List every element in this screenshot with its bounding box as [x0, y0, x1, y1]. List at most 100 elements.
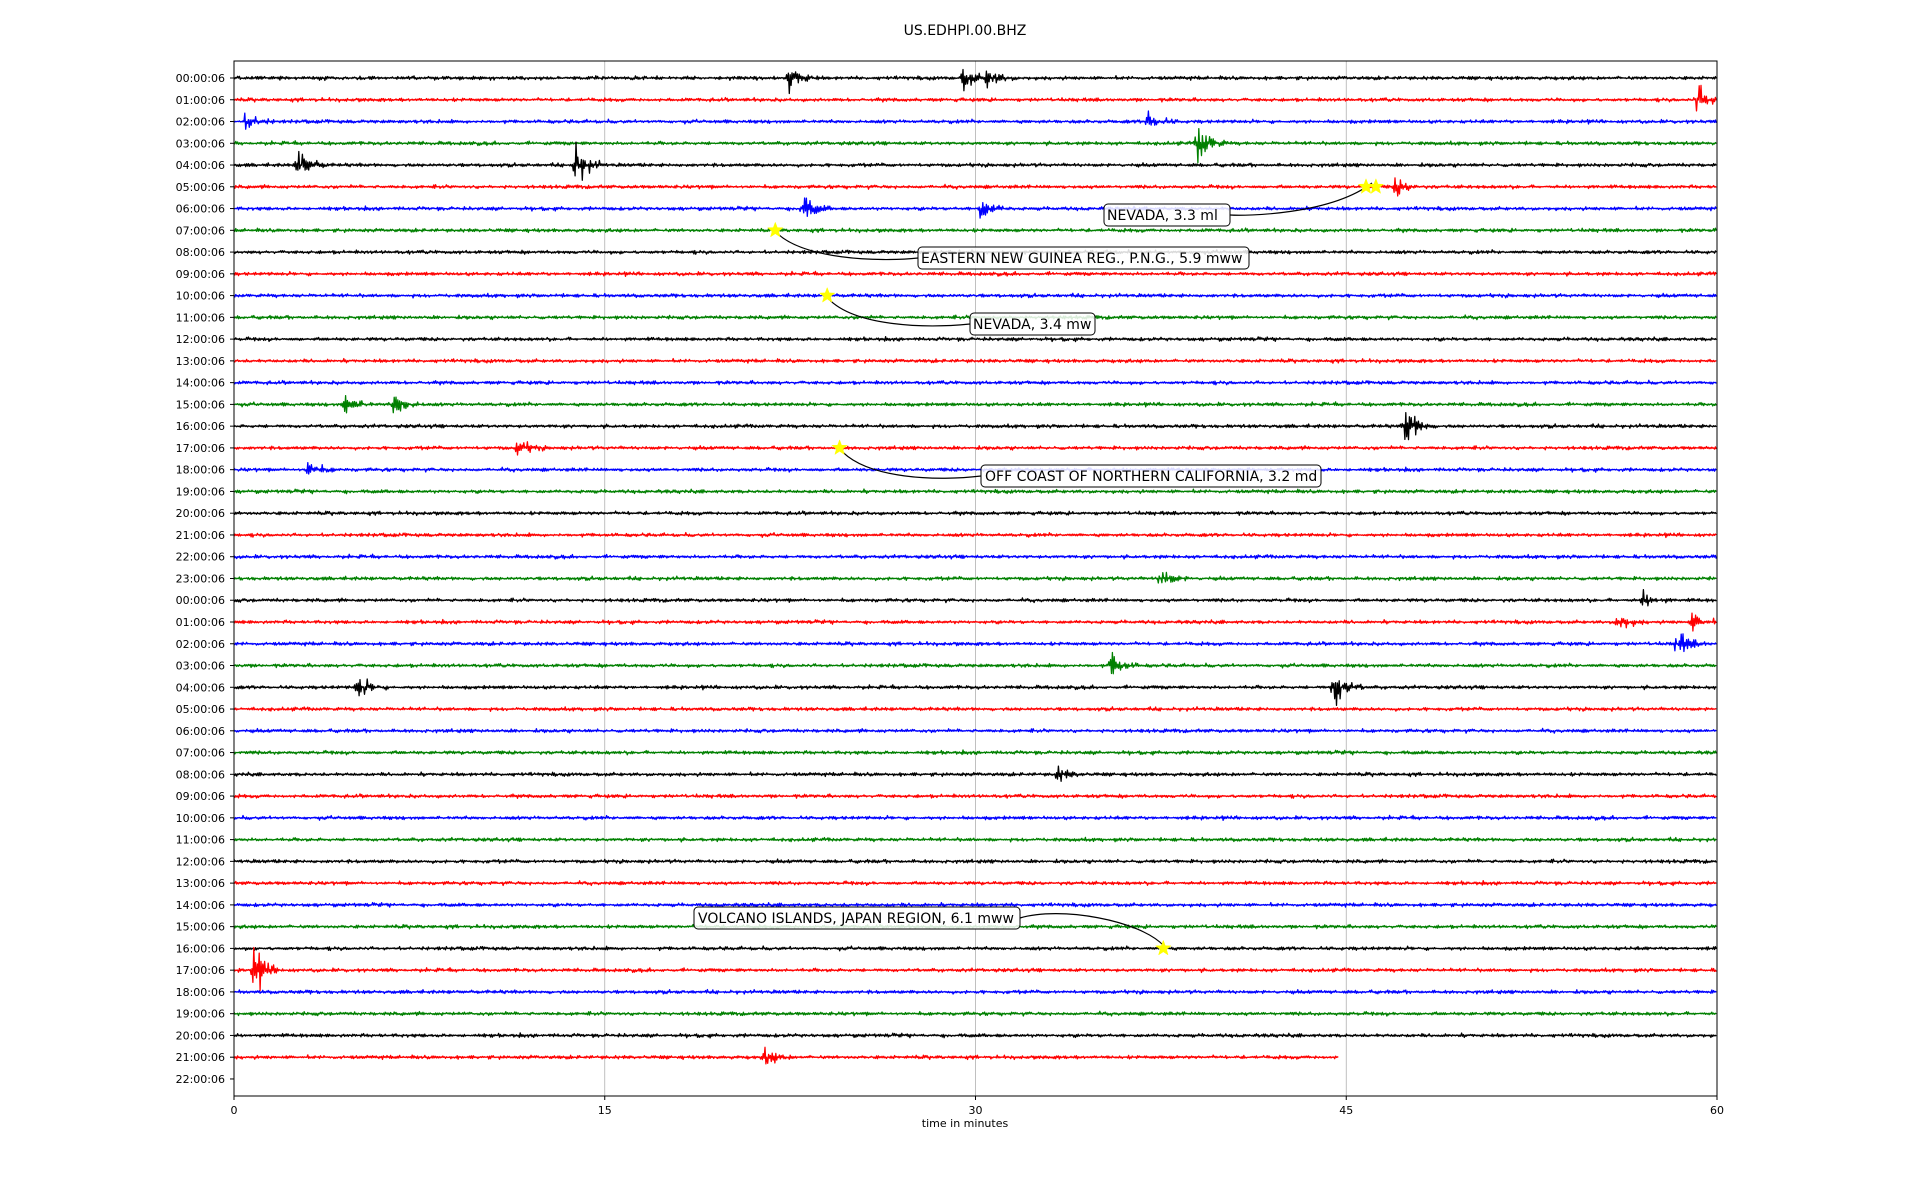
- y-tick-label: 19:00:06: [176, 485, 225, 498]
- y-tick-label: 02:00:06: [176, 116, 225, 129]
- trace-line-31: [233, 749, 1717, 756]
- y-tick-label: 14:00:06: [176, 377, 225, 390]
- trace-line-43: [233, 1010, 1717, 1017]
- trace-line-25: [233, 612, 1717, 632]
- annotation-label: NEVADA, 3.3 ml: [1107, 208, 1218, 224]
- annotation-connector: [825, 295, 971, 327]
- trace-line-0: [233, 68, 1717, 95]
- y-tick-label: 17:00:06: [176, 964, 225, 977]
- trace-line-38: [233, 901, 1717, 908]
- trace-line-3: [233, 128, 1717, 164]
- trace-line-23: [233, 571, 1717, 584]
- event-star-marker: [818, 286, 836, 303]
- trace-line-13: [233, 357, 1717, 364]
- event-star-marker: [1367, 178, 1385, 194]
- annotation-box: [917, 246, 1250, 270]
- y-tick-label: 04:00:06: [176, 159, 225, 172]
- trace-line-17: [233, 441, 1717, 456]
- y-tick-label: 16:00:06: [176, 942, 225, 955]
- y-tick-label: 20:00:06: [176, 1029, 225, 1042]
- trace-line-18: [233, 462, 1717, 475]
- y-tick-label: 22:00:06: [176, 551, 225, 564]
- y-tick-label: 03:00:06: [176, 137, 225, 150]
- event-star-marker: [831, 439, 848, 455]
- trace-line-42: [233, 988, 1717, 995]
- y-tick-label: 06:00:06: [176, 725, 225, 738]
- annotation-label: EASTERN NEW GUINEA REG., P.N.G., 5.9 mww: [921, 251, 1242, 267]
- event-annotation: EASTERN NEW GUINEA REG., P.N.G., 5.9 mww: [767, 221, 1250, 270]
- y-tick-label: 02:00:06: [176, 638, 225, 651]
- chart-title: US.EDHPI.00.BHZ: [904, 23, 1027, 39]
- y-tick-label: 12:00:06: [176, 855, 225, 868]
- y-tick-label: 00:00:06: [176, 72, 225, 85]
- trace-line-29: [233, 706, 1717, 712]
- y-tick-label: 18:00:06: [176, 464, 225, 477]
- annotation-label: NEVADA, 3.4 mw: [973, 317, 1091, 333]
- y-tick-label: 15:00:06: [176, 398, 225, 411]
- annotation-label: VOLCANO ISLANDS, JAPAN REGION, 6.1 mww: [698, 911, 1014, 927]
- y-tick-label: 07:00:06: [176, 224, 225, 237]
- y-tick-label: 18:00:06: [176, 986, 225, 999]
- annotation-connector: [838, 447, 982, 479]
- y-tick-label: 05:00:06: [176, 703, 225, 716]
- y-tick-label: 08:00:06: [176, 768, 225, 781]
- y-tick-label: 12:00:06: [176, 333, 225, 346]
- y-tick-label: 17:00:06: [176, 442, 225, 455]
- trace-line-20: [233, 510, 1717, 517]
- trace-line-1: [233, 84, 1717, 112]
- event-star-marker: [767, 221, 784, 238]
- x-tick-labels: 0 15 30 45 60: [231, 1096, 1724, 1117]
- trace-line-4: [233, 141, 1717, 181]
- x-tick-label: 60: [1710, 1104, 1724, 1117]
- trace-line-32: [233, 765, 1717, 782]
- annotation-box: [969, 312, 1096, 336]
- annotation-connector: [1229, 182, 1373, 216]
- y-tick-label: 16:00:06: [176, 420, 225, 433]
- y-tick-label: 09:00:06: [176, 268, 225, 281]
- annotation-connector: [1019, 913, 1165, 947]
- event-annotation: OFF COAST OF NORTHERN CALIFORNIA, 3.2 md: [831, 439, 1322, 488]
- trace-line-40: [233, 945, 1717, 952]
- trace-line-21: [233, 531, 1717, 539]
- trace-line-19: [233, 488, 1717, 495]
- trace-line-30: [233, 727, 1717, 734]
- trace-line-41: [233, 946, 1717, 992]
- y-tick-label: 05:00:06: [176, 181, 225, 194]
- x-axis-label: time in minutes: [922, 1117, 1009, 1130]
- annotation-label: OFF COAST OF NORTHERN CALIFORNIA, 3.2 md: [985, 469, 1317, 485]
- trace-line-10: [233, 292, 1717, 299]
- trace-line-36: [233, 858, 1717, 865]
- x-tick-label: 0: [231, 1104, 238, 1117]
- trace-line-27: [233, 651, 1717, 675]
- y-tick-label: 10:00:06: [176, 812, 225, 825]
- trace-line-2: [233, 110, 1717, 130]
- y-tick-label: 20:00:06: [176, 507, 225, 520]
- annotation-box: [693, 906, 1021, 930]
- y-tick-label: 19:00:06: [176, 1008, 225, 1021]
- x-tick-label: 45: [1339, 1104, 1353, 1117]
- trace-line-5: [233, 177, 1717, 197]
- y-tick-label: 09:00:06: [176, 790, 225, 803]
- trace-line-7: [233, 227, 1717, 234]
- y-tick-label: 22:00:06: [176, 1073, 225, 1086]
- y-tick-label: 11:00:06: [176, 311, 225, 324]
- y-tick-label: 08:00:06: [176, 246, 225, 259]
- y-tick-label: 13:00:06: [176, 355, 225, 368]
- event-annotation: NEVADA, 3.3 ml: [1103, 178, 1385, 227]
- y-tick-label: 21:00:06: [176, 1051, 225, 1064]
- trace-line-28: [233, 678, 1717, 707]
- y-tick-label: 10:00:06: [176, 290, 225, 303]
- trace-line-26: [233, 633, 1717, 653]
- trace-line-35: [233, 836, 1717, 843]
- trace-line-14: [233, 379, 1717, 386]
- y-tick-label: 01:00:06: [176, 616, 225, 629]
- trace-line-12: [233, 335, 1717, 343]
- y-tick-label: 06:00:06: [176, 203, 225, 216]
- x-tick-label: 30: [969, 1104, 983, 1117]
- event-star-marker: [1155, 939, 1172, 956]
- trace-lines: [233, 68, 1717, 1065]
- trace-line-24: [233, 588, 1717, 607]
- event-annotation: NEVADA, 3.4 mw: [818, 286, 1096, 336]
